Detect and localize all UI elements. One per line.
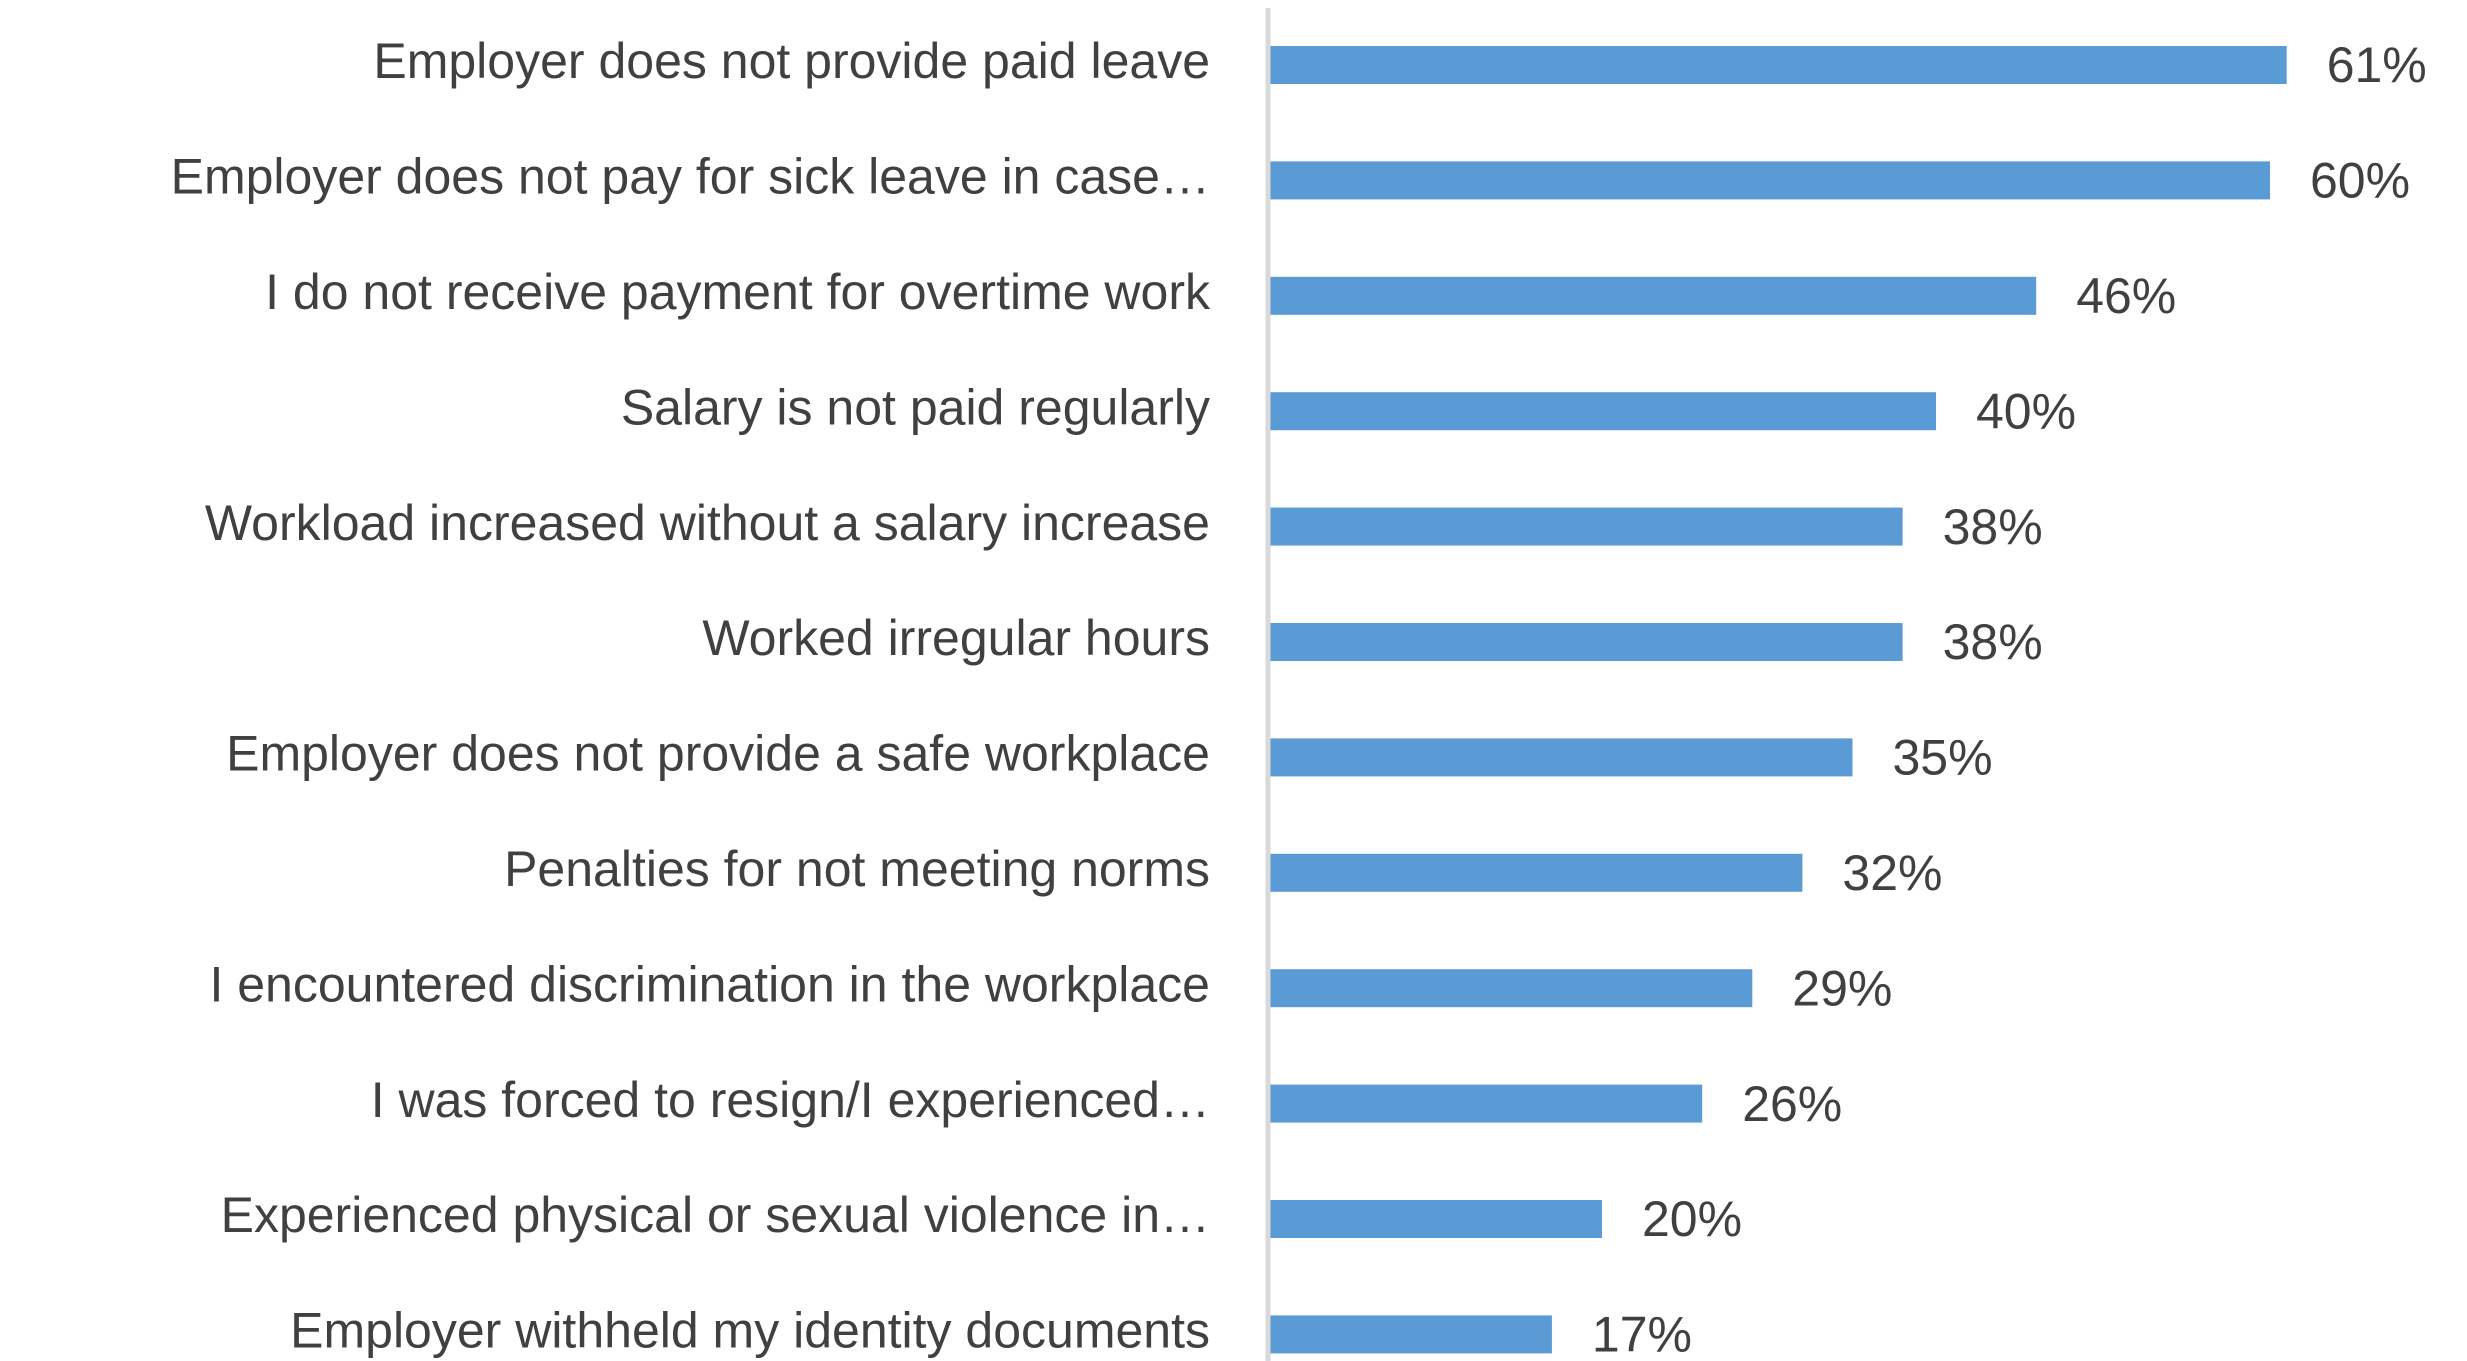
category-label: Employer does not provide a safe workpla… [226, 726, 1210, 782]
bar [1268, 507, 1903, 546]
bar [1268, 46, 2287, 84]
value-label: 32% [1842, 845, 1942, 901]
category-label: I do not receive payment for overtime wo… [265, 264, 1211, 320]
value-label: 38% [1943, 499, 2043, 555]
category-label: Experienced physical or sexual violence … [221, 1187, 1210, 1243]
bar [1268, 392, 1936, 431]
bar [1268, 1084, 1703, 1123]
value-label: 17% [1592, 1307, 1692, 1361]
category-label: Employer does not provide paid leave [373, 33, 1210, 89]
category-label: I encountered discrimination in the work… [209, 956, 1210, 1012]
bar [1268, 623, 1903, 661]
category-label: Workload increased without a salary incr… [205, 495, 1210, 551]
value-label: 29% [1792, 960, 1892, 1016]
bar [1268, 853, 1803, 892]
value-label: 20% [1642, 1191, 1742, 1247]
value-label: 60% [2310, 153, 2410, 209]
bar [1268, 1200, 1602, 1238]
value-label: 40% [1976, 383, 2076, 439]
category-label: Employer withheld my identity documents [290, 1303, 1210, 1359]
bar [1268, 276, 2037, 315]
bar [1268, 1315, 1552, 1354]
value-label: 26% [1742, 1076, 1842, 1132]
bar [1268, 161, 2270, 200]
category-label: I was forced to resign/I experienced… [371, 1072, 1210, 1128]
category-label: Salary is not paid regularly [621, 379, 1210, 435]
category-label: Penalties for not meeting norms [504, 841, 1210, 897]
value-label: 46% [2076, 268, 2176, 324]
value-label: 38% [1943, 614, 2043, 670]
bar [1268, 738, 1853, 777]
category-label: Employer does not pay for sick leave in … [171, 149, 1210, 205]
value-label: 61% [2327, 37, 2427, 93]
value-label: 35% [1893, 730, 1993, 786]
bar [1268, 969, 1753, 1008]
category-label: Worked irregular hours [702, 610, 1210, 666]
